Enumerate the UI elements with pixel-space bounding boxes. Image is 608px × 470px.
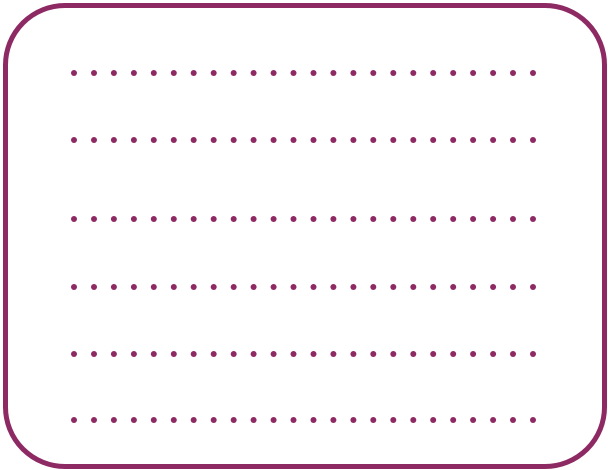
dotted-lines-card	[3, 3, 607, 469]
